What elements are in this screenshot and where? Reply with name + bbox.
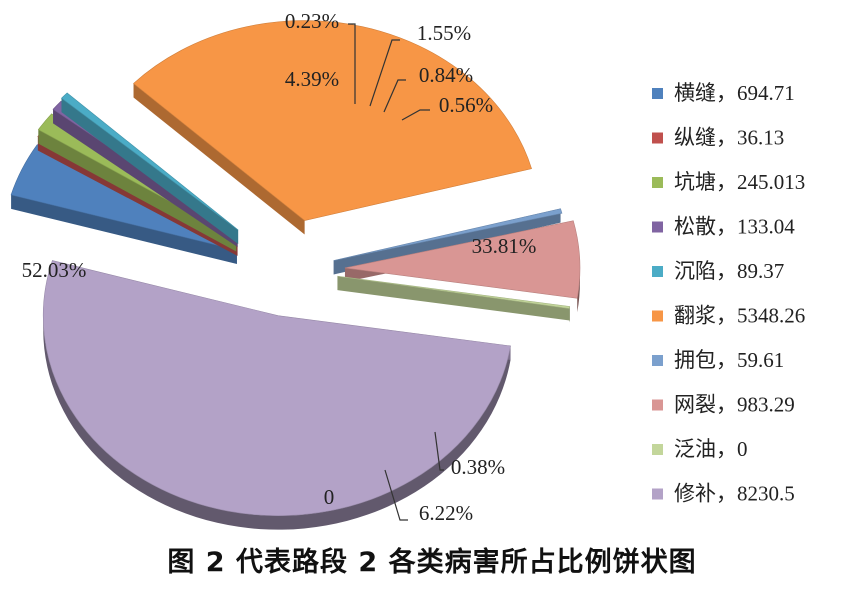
legend-item-3: 坑塘，245.013 <box>652 170 805 194</box>
pie-slice-7 <box>333 208 563 275</box>
legend-item-2: 纵缝，36.13 <box>652 126 784 150</box>
percent-label-10: 52.03% <box>22 258 87 282</box>
pie-slice-top <box>344 220 581 299</box>
figure-caption: 图 2 代表路段 2 各类病害所占比例饼状图 <box>167 547 697 578</box>
legend-swatch <box>652 310 663 322</box>
legend-swatch <box>652 444 663 455</box>
pie-slice-5 <box>60 92 239 244</box>
legend-item-7: 拥包，59.61 <box>652 348 784 372</box>
legend-label: 泛油，0 <box>674 437 748 461</box>
legend: 横缝，694.71 纵缝，36.13 坑塘，245.013 松散，133.04 沉陷，8… <box>652 81 805 506</box>
pie-chart-svg: 4.39% 0.23% 1.55% 0.84% 0.56% 33.81% 0.38% 6.22… <box>10 9 805 530</box>
percent-label-5: 0.56% <box>439 93 493 117</box>
percent-label-3: 1.55% <box>417 21 471 45</box>
legend-item-1: 横缝，694.71 <box>652 81 795 105</box>
pie-slice-8 <box>344 220 581 313</box>
leader-line-7 <box>434 431 444 471</box>
pie-slice-top <box>333 208 563 261</box>
legend-label: 纵缝，36.13 <box>674 126 784 150</box>
pie-slice-6 <box>133 20 532 235</box>
pie-slice-9 <box>337 275 571 323</box>
pie-slice-top <box>42 260 511 516</box>
legend-swatch <box>652 221 663 233</box>
pie-slice-top <box>133 20 532 221</box>
pie-slices <box>10 20 581 530</box>
legend-label: 网裂，983.29 <box>674 393 795 417</box>
legend-swatch <box>652 355 663 366</box>
pie-slice-top <box>337 275 571 309</box>
legend-item-10: 修补，8230.5 <box>652 482 795 506</box>
pie-slice-wall <box>53 109 238 248</box>
legend-item-8: 网裂，983.29 <box>652 393 795 417</box>
legend-label: 修补，8230.5 <box>674 482 795 506</box>
percent-label-6: 33.81% <box>472 234 537 258</box>
legend-label: 翻浆，5348.26 <box>674 304 805 328</box>
pie-slice-wall <box>38 129 237 252</box>
legend-label: 坑塘，245.013 <box>674 170 805 194</box>
legend-label: 松散，133.04 <box>674 215 795 239</box>
percent-label-8: 6.22% <box>419 501 473 525</box>
leader-line-4 <box>383 79 406 113</box>
leader-line-5 <box>401 109 430 121</box>
legend-label: 横缝，694.71 <box>674 81 795 105</box>
legend-item-6: 翻浆，5348.26 <box>652 304 805 328</box>
leader-line-3 <box>369 39 400 107</box>
pie-slice-wall <box>337 276 570 321</box>
leader-lines <box>348 23 444 521</box>
percent-label-1: 4.39% <box>285 67 339 91</box>
legend-swatch <box>652 88 663 99</box>
percent-label-9: 0 <box>324 485 335 509</box>
pie-slice-10 <box>42 260 511 530</box>
legend-item-5: 沉陷，89.37 <box>652 259 784 283</box>
leader-line-2 <box>348 23 356 104</box>
percent-label-7: 0.38% <box>451 455 505 479</box>
pie-slice-wall <box>61 98 239 244</box>
pie-slice-wall <box>133 83 305 235</box>
pie-slice-wall <box>11 194 237 265</box>
leader-line-8 <box>384 469 408 521</box>
pie-slice-top <box>60 92 239 231</box>
legend-swatch <box>652 399 663 411</box>
legend-item-4: 松散，133.04 <box>652 215 795 239</box>
legend-swatch <box>652 132 663 144</box>
legend-label: 沉陷，89.37 <box>674 259 784 283</box>
legend-label: 拥包，59.61 <box>674 348 784 372</box>
legend-swatch <box>652 488 663 500</box>
legend-swatch <box>652 266 663 277</box>
legend-item-9: 泛油，0 <box>652 437 748 461</box>
percent-label-4: 0.84% <box>419 63 473 87</box>
percent-labels: 4.39% 0.23% 1.55% 0.84% 0.56% 33.81% 0.38% 6.22… <box>22 9 537 525</box>
percent-label-2: 0.23% <box>285 9 339 33</box>
legend-swatch <box>652 177 663 188</box>
